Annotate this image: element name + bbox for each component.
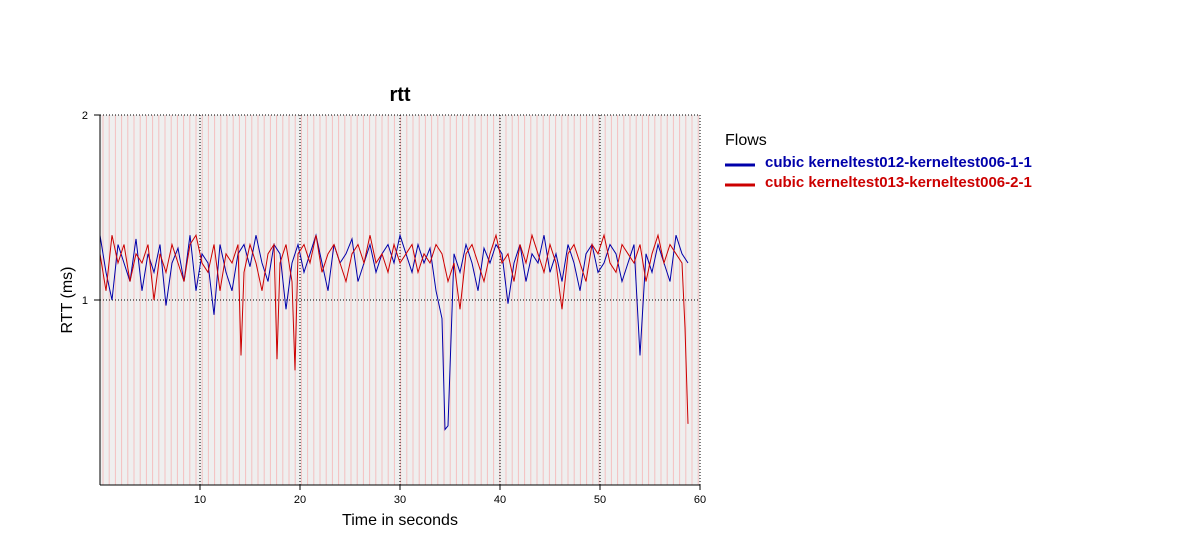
tick-labels: 10 20 30 40 50 60 1 2 [82,110,706,506]
x-tick-label: 10 [194,494,206,506]
chart-title: rtt [389,84,410,106]
series-line-2 [99,233,689,424]
y-axis-label: RTT (ms) [59,267,76,334]
legend: Flows cubic kerneltest012-kerneltest006-… [725,132,1032,191]
x-tick-label: 20 [294,494,306,506]
legend-label-1: cubic kerneltest012-kerneltest006-1-1 [765,154,1032,171]
series-layer [99,233,689,431]
x-tick-label: 40 [494,494,506,506]
legend-title: Flows [725,132,767,149]
y-tick-label: 2 [82,110,88,122]
x-axis-label: Time in seconds [342,512,458,529]
x-tick-label: 30 [394,494,406,506]
series-line-1 [99,233,689,431]
y-tick-label: 1 [82,295,88,307]
x-tick-label: 50 [594,494,606,506]
legend-label-2: cubic kerneltest013-kerneltest006-2-1 [765,174,1032,191]
x-tick-label: 60 [694,494,706,506]
